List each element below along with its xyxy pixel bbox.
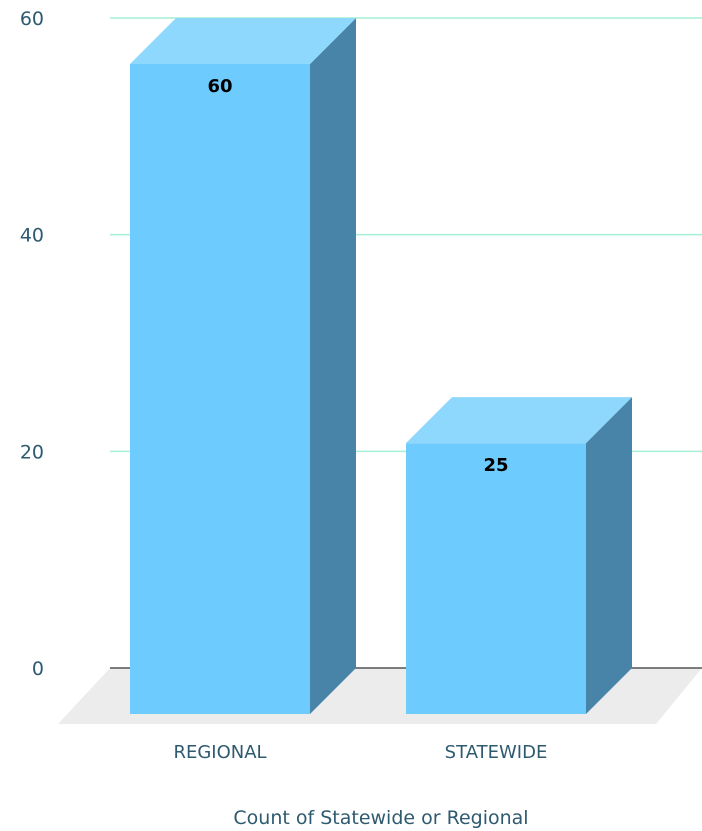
bars: 60 25 [130,18,632,714]
y-axis-ticks: 0 20 40 60 [20,8,44,680]
x-tick-label: REGIONAL [173,742,266,763]
bar-statewide: 25 [406,397,632,714]
data-label: 25 [483,455,508,476]
y-tick-label: 60 [20,8,44,30]
y-tick-label: 40 [20,225,44,247]
data-label: 60 [207,76,232,97]
x-axis-label: Count of Statewide or Regional [233,807,528,829]
y-tick-label: 20 [20,441,44,463]
bar-front-face [406,443,586,714]
bar-front-face [130,64,310,714]
bar-top-face [406,397,632,444]
bar-regional: 60 [130,18,356,714]
bar-side-face [310,18,356,714]
x-axis-ticks: REGIONAL STATEWIDE [173,742,547,763]
bar-side-face [586,397,632,714]
x-tick-label: STATEWIDE [445,742,548,763]
bar-top-face [130,18,356,64]
y-tick-label: 0 [32,658,44,680]
